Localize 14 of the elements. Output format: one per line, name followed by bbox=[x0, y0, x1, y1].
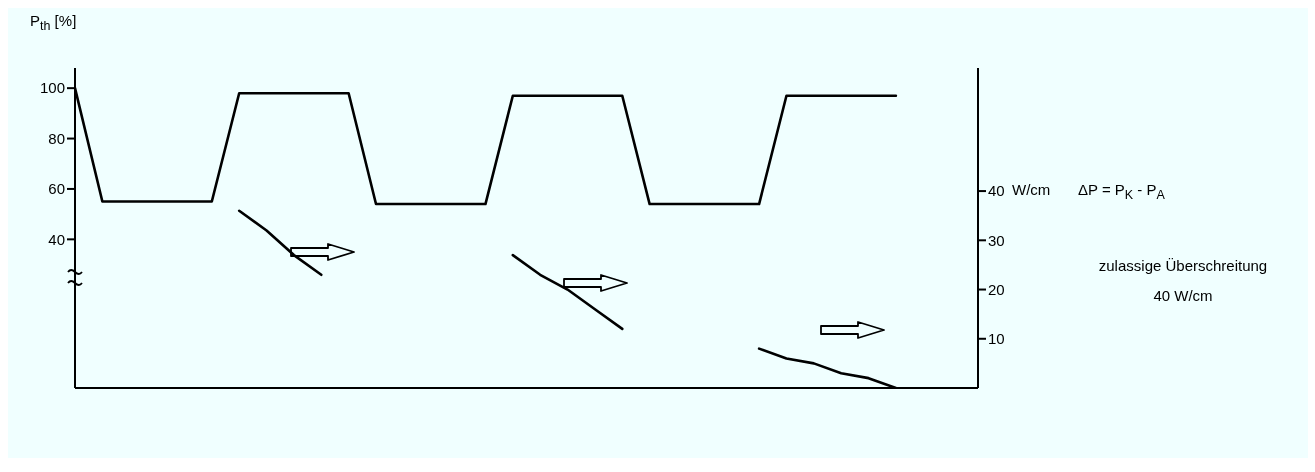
y-tick-label: 80 bbox=[48, 129, 65, 147]
y2-tick-label: 20 bbox=[988, 280, 1005, 298]
y2-tick-label: 30 bbox=[988, 231, 1005, 249]
text: ΔP = P$_{K}$ - P$_{A}$ bbox=[1078, 181, 1165, 203]
line-series bbox=[237, 209, 323, 277]
y-axis-title: P$_{th}$ [%] bbox=[30, 12, 77, 33]
y-tick-label: 40 bbox=[48, 230, 65, 248]
y-tick-label: 100 bbox=[39, 79, 65, 97]
line-series bbox=[511, 253, 624, 331]
y2-tick-label: 40 bbox=[988, 182, 1005, 200]
y-tick-label: 60 bbox=[48, 180, 65, 198]
y2-tick-label: 10 bbox=[988, 330, 1005, 348]
text: zulassige Überschreitung 40 W/cm bbox=[1097, 256, 1269, 307]
y2-axis-title: W/cm bbox=[1012, 181, 1051, 199]
